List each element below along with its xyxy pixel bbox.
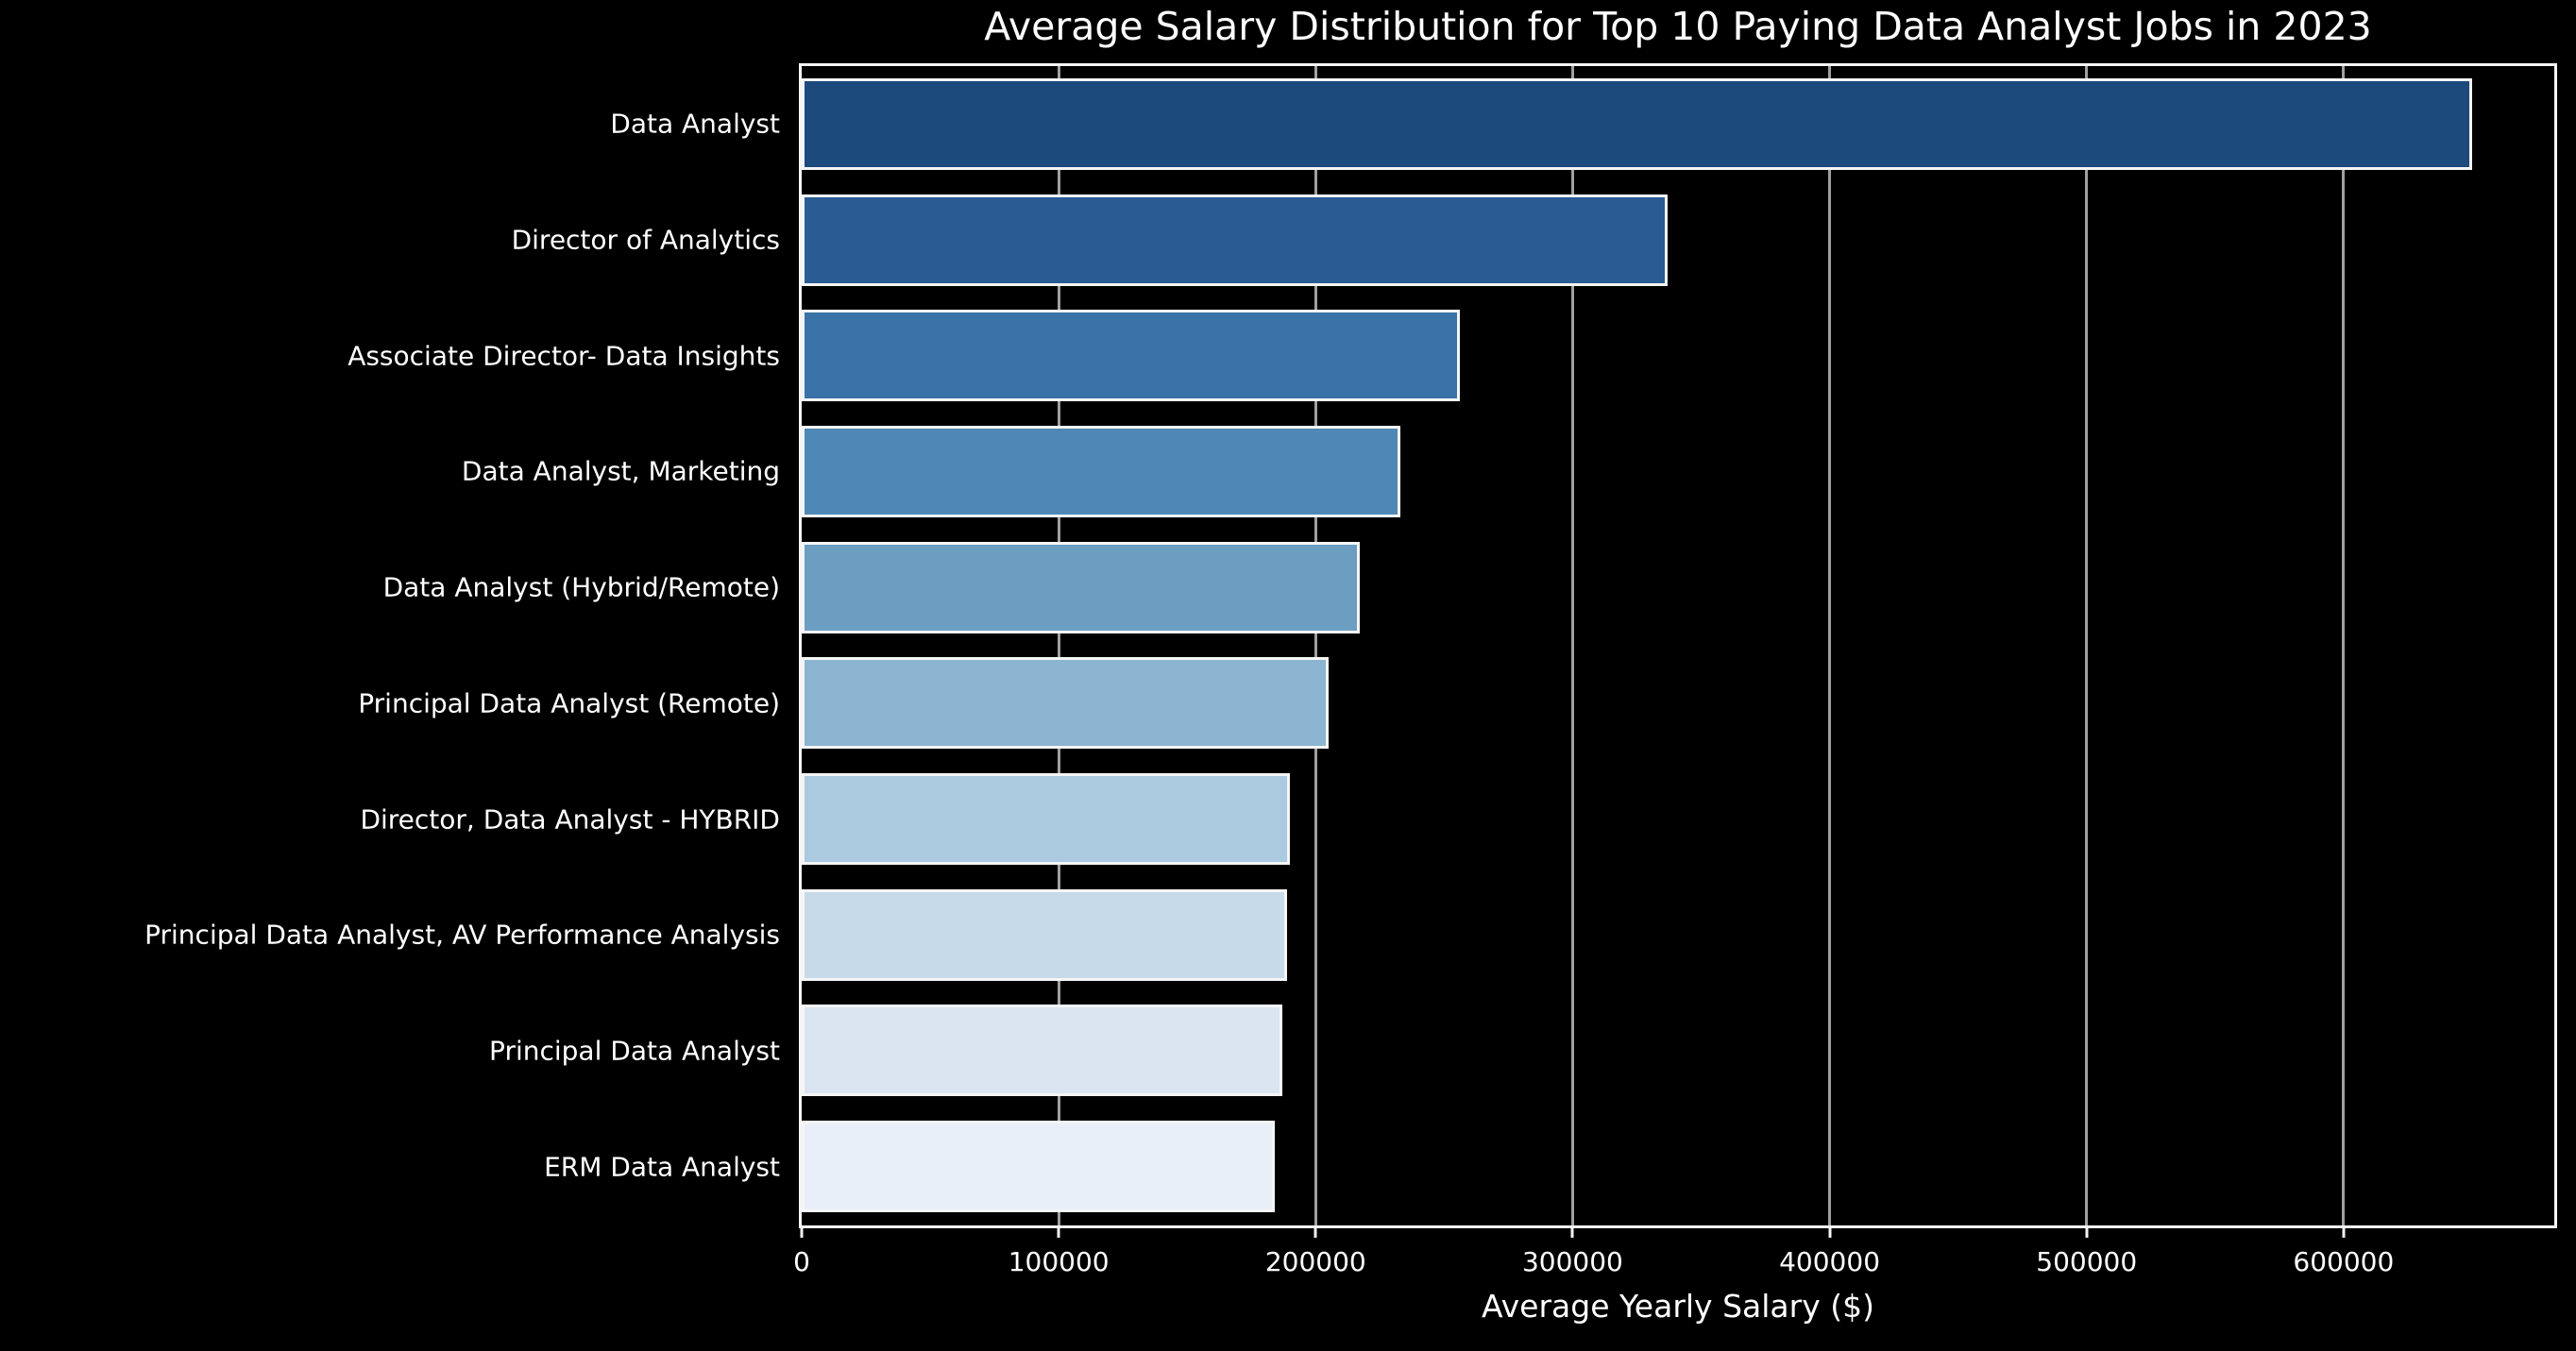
x-tick-label: 200000 (1264, 1246, 1366, 1277)
x-tick-mark (1057, 1227, 1060, 1238)
bar-5 (802, 541, 1360, 633)
gridline (1570, 66, 1574, 1225)
bar-3 (802, 310, 1460, 402)
gridline (1057, 66, 1060, 1225)
gridline (2085, 66, 2089, 1225)
gridline (1313, 66, 1317, 1225)
gridline (1828, 66, 1832, 1225)
bar-2 (802, 194, 1669, 286)
x-tick-label: 0 (793, 1246, 810, 1277)
x-tick-mark (1313, 1227, 1317, 1238)
bar-6 (802, 657, 1329, 750)
bar-1 (802, 77, 2472, 170)
gridline (2342, 66, 2346, 1225)
y-tick-label: Principal Data Analyst, AV Performance A… (144, 919, 780, 951)
plot-area (799, 63, 2557, 1228)
x-tick-mark (2085, 1227, 2089, 1238)
x-tick-label: 600000 (2293, 1246, 2395, 1277)
y-tick-label: Associate Director- Data Insights (347, 340, 780, 372)
bar-7 (802, 773, 1291, 866)
x-axis-label: Average Yearly Salary ($) (1482, 1288, 1874, 1325)
bar-8 (802, 888, 1288, 981)
x-tick-mark (2342, 1227, 2346, 1238)
x-tick-mark (800, 1227, 804, 1238)
y-axis-labels: Data Analyst Director of Analytics Associa… (0, 66, 780, 1224)
bar-9 (802, 1005, 1282, 1097)
chart-title: Average Salary Distribution for Top 10 P… (984, 4, 2372, 49)
x-tick-label: 100000 (1008, 1246, 1110, 1277)
y-tick-label: Principal Data Analyst (489, 1035, 780, 1067)
x-tick-mark (1828, 1227, 1832, 1238)
x-tick-label: 500000 (2036, 1246, 2138, 1277)
x-tick-mark (1570, 1227, 1574, 1238)
x-axis: 0 100000 200000 300000 400000 500000 600000 (793, 1227, 2554, 1341)
y-tick-label: ERM Data Analyst (544, 1151, 780, 1183)
y-tick-label: Director of Analytics (511, 224, 780, 256)
y-tick-label: Data Analyst (610, 108, 780, 140)
y-tick-label: Data Analyst, Marketing (461, 455, 780, 487)
x-tick-label: 300000 (1521, 1246, 1623, 1277)
x-tick-label: 400000 (1779, 1246, 1881, 1277)
y-tick-label: Data Analyst (Hybrid/Remote) (382, 571, 780, 603)
y-tick-label: Director, Data Analyst - HYBRID (360, 803, 780, 836)
y-tick-label: Principal Data Analyst (Remote) (358, 687, 780, 719)
bar-4 (802, 425, 1401, 517)
bar-10 (802, 1121, 1275, 1213)
